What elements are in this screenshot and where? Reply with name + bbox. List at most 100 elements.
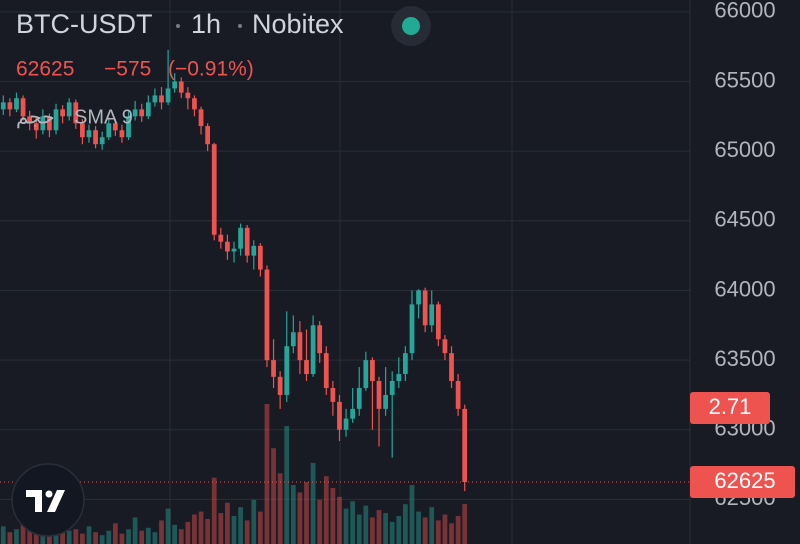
y-tick-label: 65000 [714,137,775,162]
candle-body [257,245,263,270]
candle-body [66,102,72,117]
volume-bar [225,502,230,544]
candle-body [185,92,191,99]
y-tick-label: 63500 [714,346,775,371]
volume-bar [66,530,72,544]
candle-body [99,137,105,145]
volume-bar [271,448,276,544]
candle-body [172,81,178,89]
candle-body [159,95,164,103]
candle-body [389,381,395,395]
volume-bar [86,526,92,544]
candle-body [93,130,98,145]
candle-body [416,290,421,305]
candle-body [86,130,92,138]
volume-bar [0,526,6,544]
volume-bar [416,511,421,544]
candle-body [396,374,402,382]
candle-body [218,234,224,242]
volume-bar [462,504,468,544]
volume-bar [284,426,290,544]
candle-body [27,116,33,124]
volume-bar [435,520,441,544]
volume-tag [690,392,770,424]
candle-body [376,381,382,409]
candle-body [271,360,276,377]
volume-bar [33,533,39,544]
volume-bar [231,516,237,544]
volume-bar [99,535,105,544]
candle-body [231,248,237,252]
last-price-tag [690,466,795,499]
candle-body [20,98,26,117]
volume-bar [178,529,184,544]
candle-body [192,98,197,110]
candle-body [132,109,138,117]
volume-bar [80,533,85,544]
candle-body [225,241,230,252]
y-tick-label: 64500 [714,207,775,232]
volume-bar [455,516,461,544]
volume-bar [277,473,283,544]
volume-bar [205,518,211,544]
candle-body [264,269,270,361]
volume-bar [14,529,19,544]
volume-bar [126,529,131,544]
interval: 1h [191,9,221,39]
separator [176,24,180,28]
candle-body [47,116,52,131]
volume-bar [73,529,79,544]
volume-bar [218,513,224,544]
volume-bar [304,482,309,544]
candle-body [409,304,415,354]
volume-title: حجم [16,106,55,128]
volume-bar [356,514,362,544]
candle-body [317,325,323,354]
candle-body [442,339,448,354]
volume-bar [244,520,250,544]
candle-body [330,387,336,402]
change: −575 [104,58,151,81]
volume-bar [310,462,316,544]
volume-bar [185,521,191,544]
candle-body [238,227,243,249]
candle-body [370,360,375,382]
volume-bar [403,504,408,544]
volume-bar [106,530,112,544]
last-price: 62625 [16,58,74,81]
y-tick-label: 65500 [714,67,775,92]
y-tick-label: 64000 [714,276,775,301]
candle-body [211,144,217,235]
volume-bar [290,485,296,544]
volume-bar [53,535,59,544]
volume-bar [165,508,171,544]
indicator: SMA 9 [74,106,133,128]
candle-body [198,109,204,127]
symbol: BTC-USDT [16,9,153,39]
candle-body [40,116,46,131]
candle-body [297,332,303,361]
candle-body [145,102,151,117]
volume-bar [93,532,98,544]
volume-bar [145,527,151,544]
candle-body [462,408,468,483]
candle-body [350,408,356,419]
volume-bar [323,476,329,544]
candle-body [455,381,461,409]
logo-dot [45,490,53,498]
volume-bar [139,530,145,544]
volume-value-label: 2.71 [709,394,752,419]
candle-body [290,332,296,347]
candle-body [7,102,13,110]
volume-bar [350,501,356,544]
logo[interactable] [11,463,85,537]
volume-bar [257,511,263,544]
candle-body [337,401,342,430]
volume-bar [389,521,395,544]
volume-bar [198,511,204,544]
volume-bar [112,523,118,544]
volume-bar [370,517,375,544]
volume-bar [449,523,454,544]
